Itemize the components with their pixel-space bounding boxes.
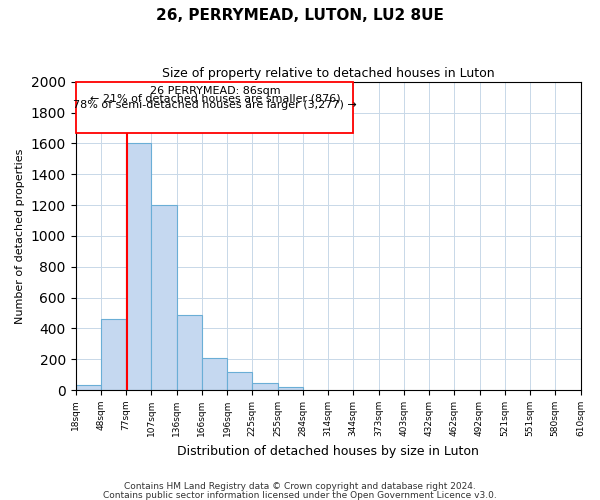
Text: 26, PERRYMEAD, LUTON, LU2 8UE: 26, PERRYMEAD, LUTON, LU2 8UE <box>156 8 444 22</box>
Text: Contains HM Land Registry data © Crown copyright and database right 2024.: Contains HM Land Registry data © Crown c… <box>124 482 476 491</box>
FancyBboxPatch shape <box>76 82 353 132</box>
Bar <box>151 205 176 390</box>
Bar <box>252 383 278 390</box>
X-axis label: Distribution of detached houses by size in Luton: Distribution of detached houses by size … <box>177 444 479 458</box>
Text: Contains public sector information licensed under the Open Government Licence v3: Contains public sector information licen… <box>103 490 497 500</box>
Bar <box>126 144 151 390</box>
Bar <box>176 314 202 390</box>
Title: Size of property relative to detached houses in Luton: Size of property relative to detached ho… <box>162 68 494 80</box>
Bar <box>278 387 303 390</box>
Text: 26 PERRYMEAD: 86sqm: 26 PERRYMEAD: 86sqm <box>149 86 280 96</box>
Text: ← 21% of detached houses are smaller (876): ← 21% of detached houses are smaller (87… <box>89 93 340 103</box>
Bar <box>202 358 227 390</box>
Bar <box>227 372 252 390</box>
Bar <box>101 319 126 390</box>
Bar <box>76 384 101 390</box>
Y-axis label: Number of detached properties: Number of detached properties <box>15 148 25 324</box>
Text: 78% of semi-detached houses are larger (3,277) →: 78% of semi-detached houses are larger (… <box>73 100 357 110</box>
